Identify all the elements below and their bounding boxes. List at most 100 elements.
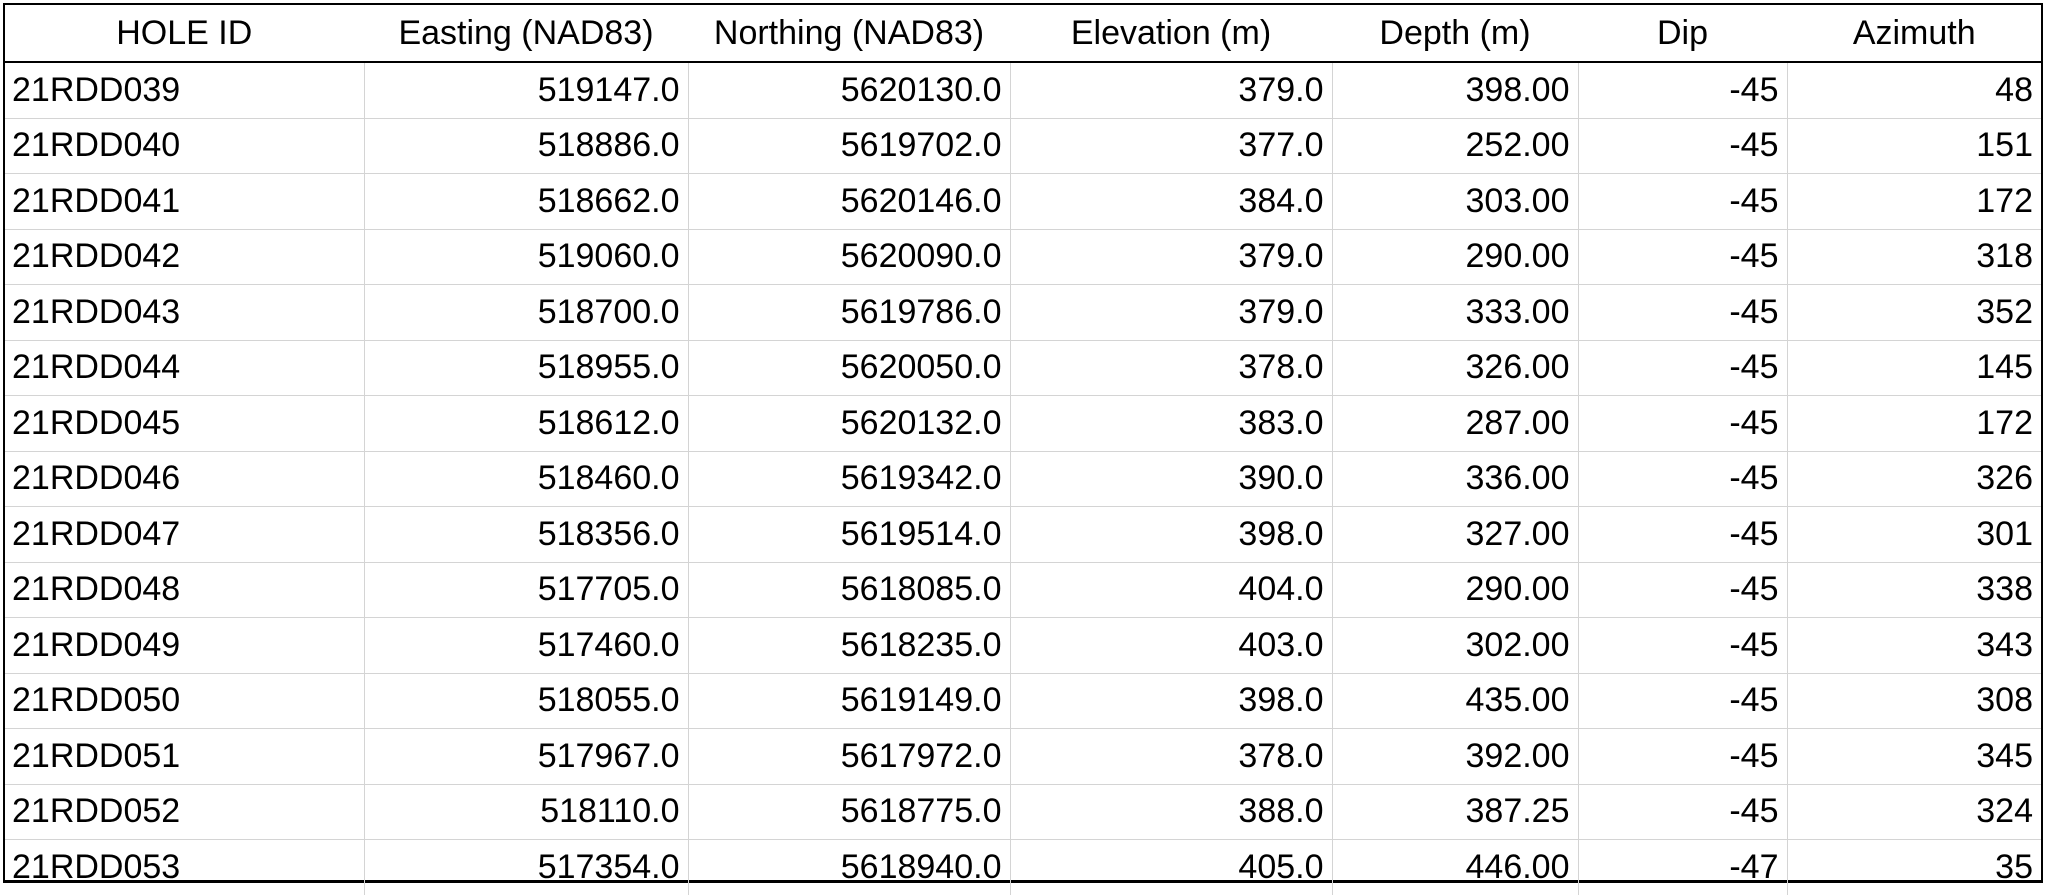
- azimuth-cell[interactable]: 301: [1787, 506, 2041, 563]
- depth-cell[interactable]: 392.00: [1332, 728, 1579, 785]
- hole-id-cell[interactable]: 21RDD047: [5, 506, 365, 563]
- hole-id-cell[interactable]: 21RDD048: [5, 562, 365, 618]
- easting-cell[interactable]: 518460.0: [364, 451, 689, 507]
- northing-cell[interactable]: 5620146.0: [688, 173, 1011, 230]
- northing-cell[interactable]: 5618940.0: [688, 839, 1011, 895]
- easting-cell[interactable]: 518612.0: [364, 395, 689, 452]
- hole-id-cell[interactable]: 21RDD046: [5, 451, 365, 507]
- northing-cell[interactable]: 5619149.0: [688, 673, 1011, 729]
- elevation-cell[interactable]: 398.0: [1010, 673, 1333, 729]
- northing-cell[interactable]: 5618235.0: [688, 617, 1011, 674]
- azimuth-cell[interactable]: 326: [1787, 451, 2041, 507]
- depth-cell[interactable]: 333.00: [1332, 284, 1579, 341]
- hole-id-cell[interactable]: 21RDD045: [5, 395, 365, 452]
- easting-cell[interactable]: 518700.0: [364, 284, 689, 341]
- depth-cell[interactable]: 303.00: [1332, 173, 1579, 230]
- northing-cell[interactable]: 5620130.0: [688, 62, 1011, 119]
- dip-cell[interactable]: -45: [1578, 340, 1788, 396]
- hole-id-cell[interactable]: 21RDD039: [5, 62, 365, 119]
- azimuth-cell[interactable]: 151: [1787, 118, 2041, 174]
- elevation-cell[interactable]: 384.0: [1010, 173, 1333, 230]
- dip-cell[interactable]: -45: [1578, 229, 1788, 285]
- elevation-cell[interactable]: 388.0: [1010, 784, 1333, 840]
- easting-cell[interactable]: 519060.0: [364, 229, 689, 285]
- depth-cell[interactable]: 287.00: [1332, 395, 1579, 452]
- azimuth-cell[interactable]: 35: [1995, 847, 2033, 886]
- depth-cell[interactable]: 290.00: [1332, 562, 1579, 618]
- dip-cell[interactable]: -45: [1578, 284, 1788, 341]
- easting-cell[interactable]: 518055.0: [364, 673, 689, 729]
- azimuth-cell[interactable]: 338: [1787, 562, 2041, 618]
- northing-cell[interactable]: 5620090.0: [688, 229, 1011, 285]
- azimuth-cell[interactable]: 324: [1787, 784, 2041, 840]
- hole-id-cell[interactable]: 21RDD044: [5, 340, 365, 396]
- depth-cell[interactable]: 336.00: [1332, 451, 1579, 507]
- easting-cell[interactable]: 518662.0: [364, 173, 689, 230]
- easting-cell[interactable]: 518955.0: [364, 340, 689, 396]
- northing-cell[interactable]: 5617972.0: [688, 728, 1011, 785]
- dip-cell[interactable]: -45: [1578, 62, 1788, 119]
- elevation-cell[interactable]: 379.0: [1010, 62, 1333, 119]
- dip-cell[interactable]: -45: [1578, 395, 1788, 452]
- easting-cell[interactable]: 517460.0: [364, 617, 689, 674]
- easting-cell[interactable]: 517354.0: [364, 839, 689, 895]
- hole-id-cell[interactable]: 21RDD050: [5, 673, 365, 729]
- depth-cell[interactable]: 290.00: [1332, 229, 1579, 285]
- azimuth-cell[interactable]: 352: [1787, 284, 2041, 341]
- easting-cell[interactable]: 517967.0: [364, 728, 689, 785]
- elevation-cell[interactable]: 398.0: [1010, 506, 1333, 563]
- azimuth-cell[interactable]: 318: [1787, 229, 2041, 285]
- dip-cell[interactable]: -47: [1578, 839, 1788, 895]
- hole-id-cell[interactable]: 21RDD042: [5, 229, 365, 285]
- northing-cell[interactable]: 5620132.0: [688, 395, 1011, 452]
- elevation-cell[interactable]: 405.0: [1010, 839, 1333, 895]
- depth-cell[interactable]: 398.00: [1332, 62, 1579, 119]
- hole-id-cell[interactable]: 21RDD052: [5, 784, 365, 840]
- azimuth-cell[interactable]: 345: [1787, 728, 2041, 785]
- elevation-cell[interactable]: 390.0: [1010, 451, 1333, 507]
- hole-id-cell[interactable]: 21RDD040: [5, 118, 365, 174]
- azimuth-cell[interactable]: 48: [1787, 62, 2041, 119]
- hole-id-cell[interactable]: 21RDD049: [5, 617, 365, 674]
- northing-cell[interactable]: 5620050.0: [688, 340, 1011, 396]
- dip-cell[interactable]: -45: [1578, 451, 1788, 507]
- dip-cell[interactable]: -45: [1578, 562, 1788, 618]
- elevation-cell[interactable]: 403.0: [1010, 617, 1333, 674]
- depth-cell[interactable]: 326.00: [1332, 340, 1579, 396]
- depth-cell[interactable]: 446.00: [1332, 839, 1579, 895]
- elevation-cell[interactable]: 377.0: [1010, 118, 1333, 174]
- dip-cell[interactable]: -45: [1578, 617, 1788, 674]
- depth-cell[interactable]: 387.25: [1332, 784, 1579, 840]
- hole-id-cell[interactable]: 21RDD051: [5, 728, 365, 785]
- dip-cell[interactable]: -45: [1578, 728, 1788, 785]
- easting-cell[interactable]: 519147.0: [364, 62, 689, 119]
- easting-cell[interactable]: 518356.0: [364, 506, 689, 563]
- elevation-cell[interactable]: 378.0: [1010, 728, 1333, 785]
- depth-cell[interactable]: 302.00: [1332, 617, 1579, 674]
- hole-id-cell[interactable]: 21RDD041: [5, 173, 365, 230]
- northing-cell[interactable]: 5619702.0: [688, 118, 1011, 174]
- azimuth-cell[interactable]: 145: [1787, 340, 2041, 396]
- dip-cell[interactable]: -45: [1578, 118, 1788, 174]
- azimuth-cell[interactable]: 308: [1787, 673, 2041, 729]
- northing-cell[interactable]: 5619514.0: [688, 506, 1011, 563]
- depth-cell[interactable]: 252.00: [1332, 118, 1579, 174]
- azimuth-cell[interactable]: 172: [1787, 173, 2041, 230]
- easting-cell[interactable]: 518110.0: [364, 784, 689, 840]
- elevation-cell[interactable]: 404.0: [1010, 562, 1333, 618]
- northing-cell[interactable]: 5618085.0: [688, 562, 1011, 618]
- azimuth-cell[interactable]: 343: [1787, 617, 2041, 674]
- easting-cell[interactable]: 518886.0: [364, 118, 689, 174]
- depth-cell[interactable]: 435.00: [1332, 673, 1579, 729]
- northing-cell[interactable]: 5619786.0: [688, 284, 1011, 341]
- elevation-cell[interactable]: 383.0: [1010, 395, 1333, 452]
- easting-cell[interactable]: 517705.0: [364, 562, 689, 618]
- hole-id-cell[interactable]: 21RDD043: [5, 284, 365, 341]
- elevation-cell[interactable]: 379.0: [1010, 229, 1333, 285]
- hole-id-cell[interactable]: 21RDD053: [5, 839, 365, 895]
- dip-cell[interactable]: -45: [1578, 673, 1788, 729]
- depth-cell[interactable]: 327.00: [1332, 506, 1579, 563]
- northing-cell[interactable]: 5618775.0: [688, 784, 1011, 840]
- elevation-cell[interactable]: 378.0: [1010, 340, 1333, 396]
- northing-cell[interactable]: 5619342.0: [688, 451, 1011, 507]
